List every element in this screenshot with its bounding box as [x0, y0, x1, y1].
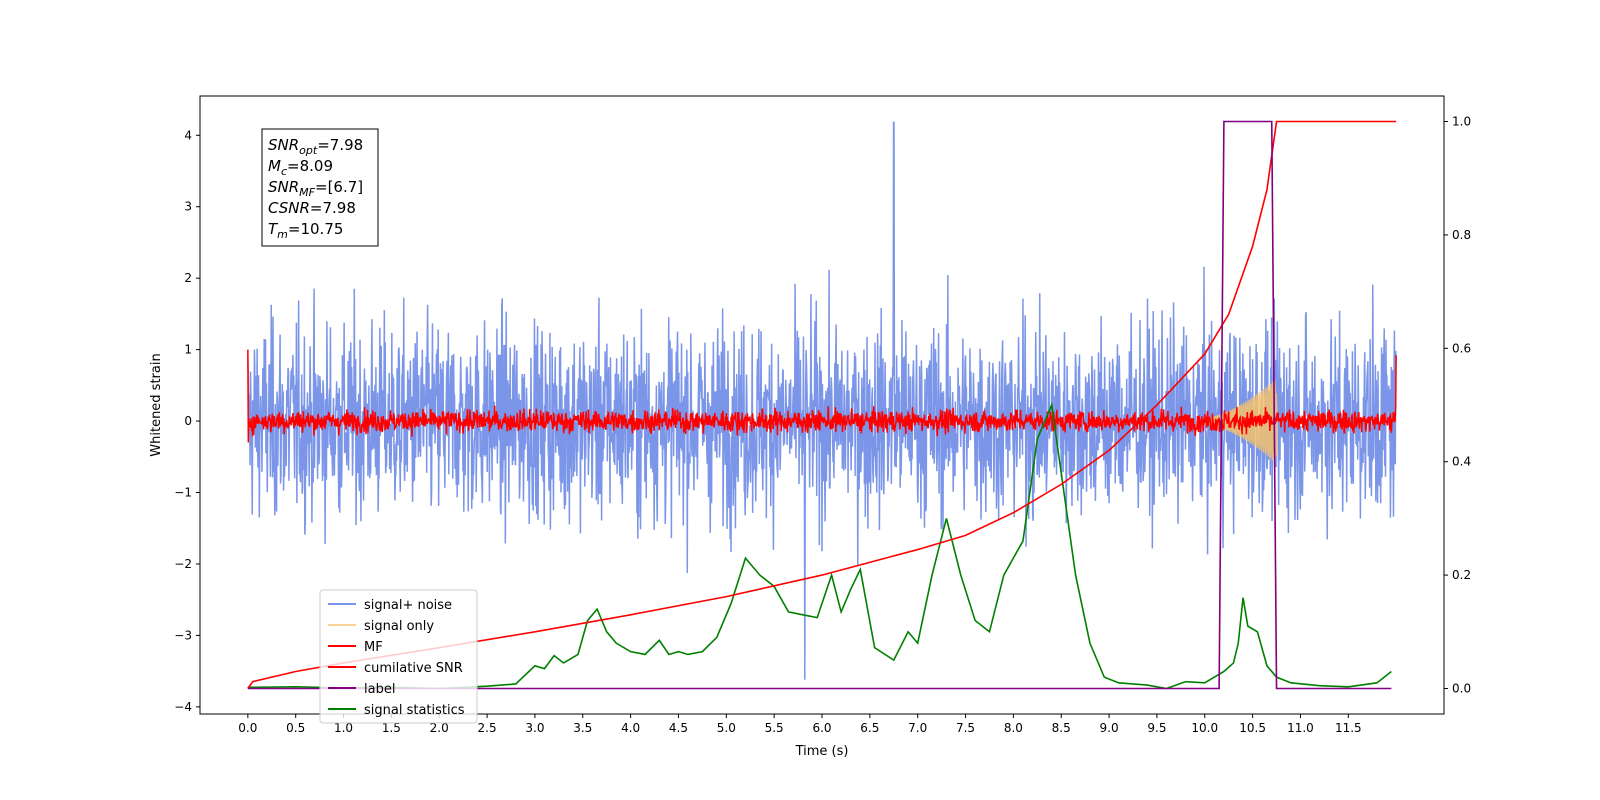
- x-tick-label: 9.5: [1147, 721, 1166, 735]
- y-right-tick-label: 0.2: [1452, 568, 1471, 582]
- stats-value: =8.09: [287, 157, 333, 175]
- series-signal-noise-line: [247, 121, 1397, 680]
- x-tick-label: 2.0: [430, 721, 449, 735]
- y-right-tick-label: 0.0: [1452, 681, 1471, 695]
- legend-entry: label: [364, 682, 395, 697]
- x-tick-label: 8.5: [1052, 721, 1071, 735]
- legend-entry: signal statistics: [364, 703, 465, 718]
- x-tick-label: 3.5: [573, 721, 592, 735]
- stats-subscript: MF: [299, 186, 315, 199]
- x-tick-label: 9.0: [1100, 721, 1119, 735]
- series-signal-statistics-line: [247, 402, 1392, 690]
- x-tick-label: 6.5: [860, 721, 879, 735]
- y-tick-label: −4: [174, 700, 192, 714]
- x-tick-label: 11.0: [1287, 721, 1314, 735]
- series-label-line: [247, 120, 1392, 690]
- x-axis: 0.0 0.5 1.0 1.5 2.0 2.5 3.0 3.5 4.0 4.5 5.0 5.5 6.0 6…: [238, 714, 1362, 735]
- stats-line: SNRopt=7.98: [268, 136, 363, 157]
- y-right-tick-label: 0.6: [1452, 341, 1471, 355]
- y-tick-label: −1: [174, 486, 192, 500]
- y-tick-label: 2: [184, 271, 192, 285]
- stats-line: Mc=8.09: [268, 157, 333, 178]
- series-mf-line: [247, 349, 1397, 443]
- y-right-tick-label: 0.8: [1452, 228, 1471, 242]
- y-right-tick-label: 0.4: [1452, 455, 1471, 469]
- y-axis-left: 4 3 2 1 0 −1 −2 −3 −4: [174, 128, 200, 714]
- x-tick-label: 7.0: [908, 721, 927, 735]
- stats-symbol: SNR: [268, 136, 299, 154]
- stats-box: SNRopt=7.98Mc=8.09SNRMF=[6.7]CSNR=7.98Tm…: [261, 128, 379, 247]
- y-tick-label: −3: [174, 628, 192, 642]
- legend-entry: signal+ noise: [364, 598, 452, 613]
- stats-symbol: T: [268, 220, 279, 238]
- stats-box-frame: [261, 128, 379, 247]
- stats-subscript: c: [281, 165, 287, 178]
- x-tick-label: 6.0: [812, 721, 831, 735]
- x-tick-label: 4.0: [621, 721, 640, 735]
- stats-line: CSNR=7.98: [268, 199, 356, 217]
- x-tick-label: 1.5: [382, 721, 401, 735]
- x-tick-label: 4.5: [669, 721, 688, 735]
- stats-symbol: M: [268, 157, 281, 175]
- stats-line: SNRMF=[6.7]: [268, 178, 363, 199]
- stats-value: =[6.7]: [315, 178, 363, 196]
- stats-subscript: opt: [299, 144, 318, 157]
- series-signal-only-line: [1204, 379, 1278, 462]
- x-axis-label: Time (s): [795, 744, 849, 759]
- y-tick-label: 4: [184, 128, 192, 142]
- stats-symbol: CSNR: [268, 199, 310, 217]
- y-tick-label: 0: [184, 414, 192, 428]
- y-tick-label: −2: [174, 557, 192, 571]
- x-tick-label: 10.5: [1239, 721, 1266, 735]
- stats-value: =10.75: [288, 220, 344, 238]
- legend: signal+ noise signal only MF cumilative SNR…: [319, 589, 478, 724]
- x-tick-label: 2.5: [478, 721, 497, 735]
- plot-area: [247, 120, 1397, 690]
- stats-line: Tm=10.75: [268, 220, 343, 241]
- x-tick-label: 0.5: [286, 721, 305, 735]
- stats-value: =7.98: [310, 199, 356, 217]
- x-tick-label: 5.5: [765, 721, 784, 735]
- stats-symbol: SNR: [268, 178, 299, 196]
- x-tick-label: 8.0: [1004, 721, 1023, 735]
- stats-subscript: m: [277, 228, 288, 241]
- y-axis-right: 1.0 0.8 0.6 0.4 0.2 0.0: [1444, 115, 1471, 695]
- x-tick-label: 7.5: [956, 721, 975, 735]
- x-tick-label: 0.0: [238, 721, 257, 735]
- x-tick-label: 5.0: [717, 721, 736, 735]
- legend-entry: MF: [364, 640, 383, 655]
- legend-frame: [319, 589, 478, 724]
- x-tick-label: 1.0: [334, 721, 353, 735]
- x-tick-label: 3.0: [525, 721, 544, 735]
- legend-entry: cumilative SNR: [364, 661, 463, 676]
- stats-value: =7.98: [317, 136, 363, 154]
- y-right-tick-label: 1.0: [1452, 115, 1471, 129]
- x-tick-label: 10.0: [1191, 721, 1218, 735]
- x-tick-label: 11.5: [1335, 721, 1362, 735]
- legend-entry: signal only: [364, 619, 434, 634]
- y-tick-label: 3: [184, 200, 192, 214]
- y-axis-label: Whitened strain: [149, 353, 164, 456]
- y-tick-label: 1: [184, 343, 192, 357]
